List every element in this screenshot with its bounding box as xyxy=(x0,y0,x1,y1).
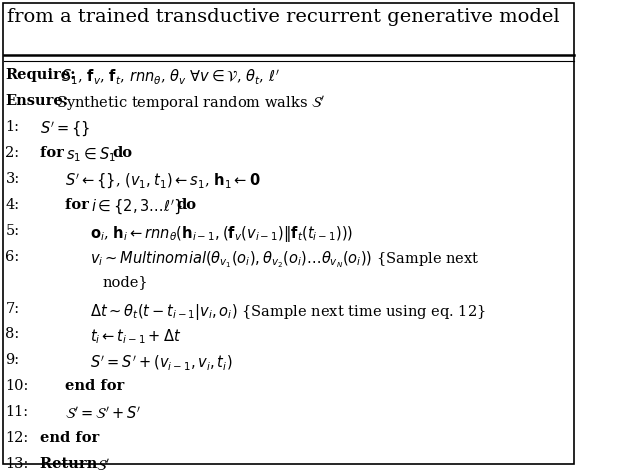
Text: 9:: 9: xyxy=(5,354,20,367)
Text: do: do xyxy=(112,146,132,159)
Text: $\mathcal{S}^{\prime}$: $\mathcal{S}^{\prime}$ xyxy=(96,457,110,474)
Text: for: for xyxy=(40,146,68,159)
Text: 5:: 5: xyxy=(5,224,20,238)
Text: 7:: 7: xyxy=(5,301,20,316)
Text: $S^{\prime} = S^{\prime} + (v_{i-1}, v_i, t_i)$: $S^{\prime} = S^{\prime} + (v_{i-1}, v_i… xyxy=(90,354,232,372)
Text: Ensure:: Ensure: xyxy=(5,94,68,108)
Text: 10:: 10: xyxy=(5,379,29,394)
Text: $\mathbf{o}_i$, $\mathbf{h}_i \leftarrow rnn_{\theta}(\mathbf{h}_{i-1}, (\mathbf: $\mathbf{o}_i$, $\mathbf{h}_i \leftarrow… xyxy=(90,224,353,244)
Text: 8:: 8: xyxy=(5,327,20,341)
Text: for: for xyxy=(65,198,94,211)
Text: $\mathcal{S}^{\prime} = \mathcal{S}^{\prime} + S^{\prime}$: $\mathcal{S}^{\prime} = \mathcal{S}^{\pr… xyxy=(65,406,141,422)
Text: $i \in \{2, 3 \ldots \ell^{\prime}\}$: $i \in \{2, 3 \ldots \ell^{\prime}\}$ xyxy=(91,198,185,217)
Text: 12:: 12: xyxy=(5,431,29,446)
Text: 6:: 6: xyxy=(5,249,20,264)
Text: 1:: 1: xyxy=(5,119,19,134)
Text: 4:: 4: xyxy=(5,198,20,211)
Text: $S_1$, $\mathbf{f}_v$, $\mathbf{f}_t$, $rnn_{\theta}$, $\theta_v$ $\forall v \in: $S_1$, $\mathbf{f}_v$, $\mathbf{f}_t$, $… xyxy=(61,68,280,87)
Text: node}: node} xyxy=(103,276,148,289)
Text: end for: end for xyxy=(40,431,99,446)
Text: from a trained transductive recurrent generative model: from a trained transductive recurrent ge… xyxy=(7,8,560,26)
Text: 13:: 13: xyxy=(5,457,29,471)
Text: Return: Return xyxy=(40,457,102,471)
Text: 3:: 3: xyxy=(5,171,20,186)
Text: 11:: 11: xyxy=(5,406,29,419)
Text: Require:: Require: xyxy=(5,68,76,82)
Text: $s_1 \in S_1$: $s_1 \in S_1$ xyxy=(66,146,117,164)
Text: $S^{\prime} = \{\}$: $S^{\prime} = \{\}$ xyxy=(40,119,90,139)
Text: $\Delta t \sim \theta_t(t - t_{i-1} | v_i, o_i)$ {Sample next time using eq. 12}: $\Delta t \sim \theta_t(t - t_{i-1} | v_… xyxy=(90,301,486,321)
Text: end for: end for xyxy=(65,379,124,394)
Text: $v_i \sim Multinomial(\theta_{v_1}(o_i), \theta_{v_2}(o_i) \ldots \theta_{v_N}(o: $v_i \sim Multinomial(\theta_{v_1}(o_i),… xyxy=(90,249,479,270)
Text: $S^{\prime} \leftarrow \{\}$, $(v_1, t_1) \leftarrow s_1$, $\mathbf{h}_1 \leftar: $S^{\prime} \leftarrow \{\}$, $(v_1, t_1… xyxy=(65,171,260,190)
Text: 2:: 2: xyxy=(5,146,20,159)
Text: $t_i \leftarrow t_{i-1} + \Delta t$: $t_i \leftarrow t_{i-1} + \Delta t$ xyxy=(90,327,181,346)
Text: Synthetic temporal random walks $\mathcal{S}^{\prime}$: Synthetic temporal random walks $\mathca… xyxy=(56,94,325,113)
Text: do: do xyxy=(176,198,196,211)
